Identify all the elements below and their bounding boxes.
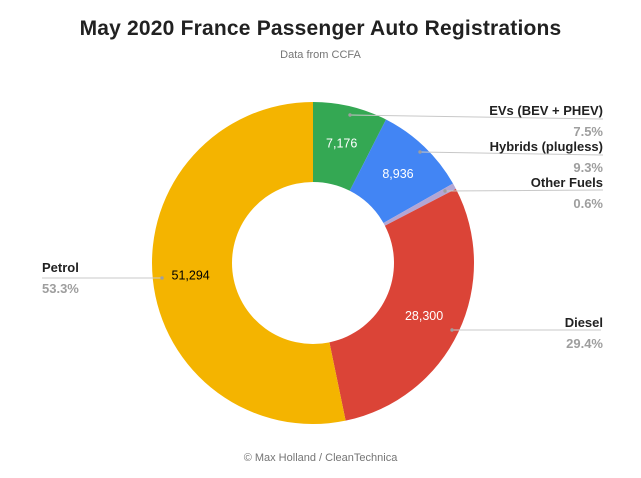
leader-dot-1 [418, 150, 422, 154]
slice-percent-evs: 7.5% [573, 124, 603, 139]
slice-percent-petrol: 53.3% [42, 281, 79, 296]
callout-hybrids: Hybrids (plugless) 9.3% [413, 139, 603, 175]
callout-petrol: Petrol 53.3% [42, 260, 232, 296]
slice-label-evs: EVs (BEV + PHEV) [489, 103, 603, 118]
leader-line-0 [349, 114, 604, 120]
slice-percent-diesel: 29.4% [566, 336, 603, 351]
slice-label-petrol: Petrol [42, 260, 79, 275]
donut-slice-0 [313, 102, 387, 191]
slice-value-label-1: 8,936 [382, 167, 413, 181]
slice-value-label-2: 28,300 [405, 309, 443, 323]
slice-label-hybrids: Hybrids (plugless) [489, 139, 603, 154]
callout-evs: EVs (BEV + PHEV) 7.5% [413, 103, 603, 139]
callout-other-fuels: Other Fuels 0.6% [413, 175, 603, 211]
leader-dot-0 [348, 113, 352, 117]
slice-percent-other-fuels: 0.6% [573, 196, 603, 211]
callout-diesel: Diesel 29.4% [413, 315, 603, 351]
chart-footer: © Max Holland / CleanTechnica [243, 452, 398, 464]
donut-slice-1 [349, 119, 454, 224]
slice-label-diesel: Diesel [564, 315, 603, 330]
leader-line-2 [444, 189, 604, 192]
donut-slice-4 [152, 102, 346, 424]
donut-slice-3 [329, 188, 475, 421]
donut-slice-2 [383, 183, 456, 226]
leader-dot-2 [443, 189, 447, 193]
leader-dot-3 [450, 328, 454, 332]
slice-value-label-0: 7,176 [326, 136, 357, 150]
leader-line-1 [419, 151, 604, 156]
slice-value-label-3: 51,294 [172, 269, 210, 283]
slice-label-other-fuels: Other Fuels [530, 175, 603, 190]
slice-percent-hybrids: 9.3% [573, 160, 603, 175]
chart-title: May 2020 France Passenger Auto Registrat… [79, 17, 562, 40]
chart-subtitle: Data from CCFA [280, 49, 361, 61]
leader-dot-4 [160, 276, 164, 280]
